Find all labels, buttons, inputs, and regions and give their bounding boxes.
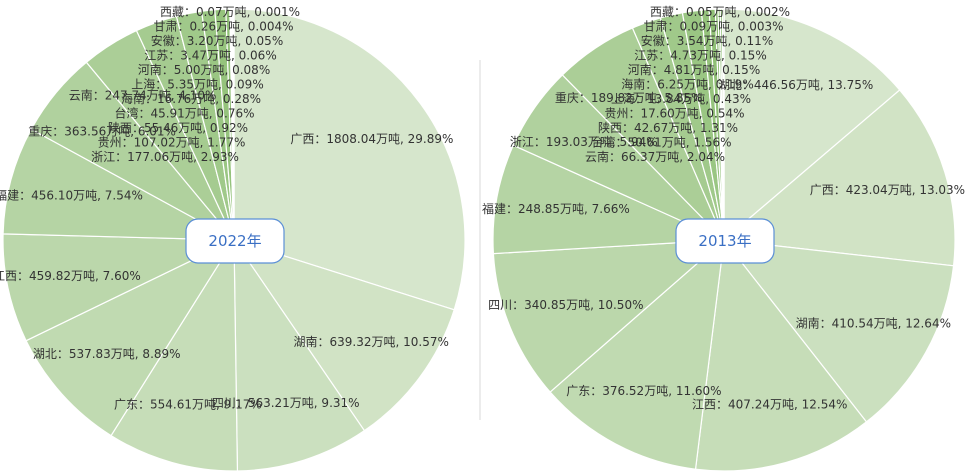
pie-slice <box>723 8 901 242</box>
slice-label: 贵州：17.60万吨, 0.54% <box>604 107 744 121</box>
pie-slice <box>722 89 956 267</box>
slice-label: 江苏：4.73万吨, 0.15% <box>634 49 766 63</box>
pie-slice <box>694 238 868 472</box>
slice-label: 台湾：45.91万吨, 0.76% <box>114 106 254 121</box>
slice-label: 广东：554.61万吨, 9.17% <box>114 398 262 412</box>
slice-label: 云南：247.74万吨, 4.10% <box>69 88 217 103</box>
slice-label: 河南：5.00万吨, 0.08% <box>138 62 270 77</box>
slice-label: 重庆：363.56万吨, 6.01% <box>28 124 176 138</box>
slice-label: 安徽：3.54万吨, 0.11% <box>641 33 773 48</box>
slice-label: 广西：1808.04万吨, 29.89% <box>290 132 453 146</box>
chart-title: 2013年 <box>698 232 751 250</box>
slice-label: 贵州：107.02万吨, 1.77% <box>98 136 246 150</box>
slice-label: 河南：4.81万吨, 0.15% <box>628 62 760 77</box>
pie-slice <box>2 128 235 241</box>
slice-label: 海南：6.25万吨, 0.19% <box>621 77 753 92</box>
slice-label: 四川：563.21万吨, 9.31% <box>212 396 360 410</box>
pie-slice <box>110 237 239 472</box>
slice-label: 台湾：50.61万吨, 1.56% <box>591 135 731 150</box>
slice-label: 福建：248.85万吨, 7.66% <box>482 201 630 216</box>
slice-label: 湖北：446.56万吨, 13.75% <box>718 77 873 92</box>
year-badge <box>185 218 285 264</box>
year-badge <box>675 218 775 264</box>
slice-label: 浙江：193.03万吨, 5.94% <box>510 135 658 149</box>
slice-label: 甘肃：0.26万吨, 0.004% <box>153 20 293 34</box>
slice-label: 安徽：3.20万吨, 0.05% <box>151 33 283 48</box>
pie-slice <box>492 144 725 255</box>
slice-label: 江西：407.24万吨, 12.54% <box>692 398 847 412</box>
slice-label: 上海：5.35万吨, 0.09% <box>131 77 263 92</box>
slice-label: 江苏：3.47万吨, 0.06% <box>144 49 276 63</box>
slice-label: 广东：376.52万吨, 11.60% <box>566 384 721 398</box>
pie-slice <box>233 8 466 311</box>
slice-label: 四川：340.85万吨, 10.50% <box>488 298 643 312</box>
slice-label: 甘肃：0.09万吨, 0.003% <box>643 20 783 34</box>
pie-slice <box>492 239 726 393</box>
pie-slice <box>549 238 725 470</box>
slice-label: 陕西：42.67万吨, 1.31% <box>598 120 738 135</box>
pie-chart-2022: 广西：1808.04万吨, 29.89% 湖南：639.32万吨, 10.57% 四… <box>0 5 466 472</box>
slice-label: 湖南：410.54万吨, 12.64% <box>796 315 951 330</box>
pie-slice <box>232 238 455 432</box>
slice-label: 湖北：537.83万吨, 8.89% <box>33 346 181 361</box>
slice-label: 广西：423.04万吨, 13.03% <box>810 183 965 197</box>
pie-slice <box>722 239 955 423</box>
chart-title: 2022年 <box>208 232 261 250</box>
slice-label: 重庆：189.82万吨, 5.85% <box>555 91 703 105</box>
slice-label: 上海：13.84万吨, 0.43% <box>611 91 751 106</box>
slice-label: 海南：16.76万吨, 0.28% <box>121 91 261 106</box>
pie-chart-2013: 湖北：446.56万吨, 13.75% 广西：423.04万吨, 13.03% 湖南… <box>482 5 965 472</box>
slice-label: 陕西：55.46万吨, 0.92% <box>108 120 248 135</box>
slice-label: 云南：66.37万吨, 2.04% <box>585 149 725 164</box>
slice-label: 福建：456.10万吨, 7.54% <box>0 188 143 203</box>
pie-slice <box>2 233 235 342</box>
slice-label: 湖南：639.32万吨, 10.57% <box>294 334 449 349</box>
slice-label: 浙江：177.06万吨, 2.93% <box>91 150 239 164</box>
pie-slice <box>25 238 236 437</box>
pie-slice <box>233 238 366 472</box>
slice-label: 西藏：0.07万吨, 0.001% <box>160 5 300 19</box>
slice-label: 江西：459.82万吨, 7.60% <box>0 269 141 283</box>
slice-label: 西藏：0.05万吨, 0.002% <box>650 5 790 19</box>
